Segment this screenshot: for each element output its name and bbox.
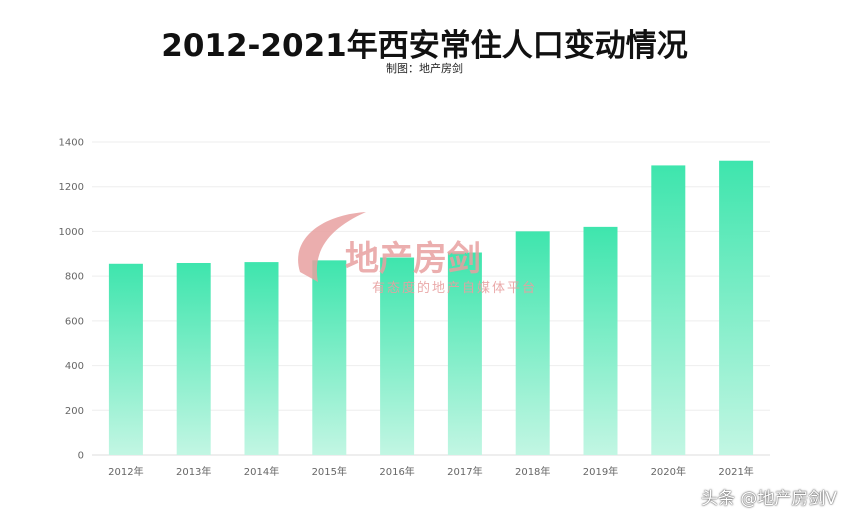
x-tick-label: 2012年 xyxy=(108,465,143,478)
y-tick-label: 600 xyxy=(65,316,84,327)
y-tick-label: 1200 xyxy=(59,182,84,193)
x-axis-ticks: 2012年 2013年 2014年 2015年 2016年 2017年 2018年 2019年… xyxy=(108,465,754,478)
y-tick-label: 400 xyxy=(65,361,84,372)
bars xyxy=(108,160,754,455)
x-tick-label: 2017年 xyxy=(447,465,482,478)
bar xyxy=(244,262,279,455)
bar xyxy=(719,160,754,455)
y-tick-label: 0 xyxy=(78,451,84,462)
x-tick-label: 2020年 xyxy=(651,465,686,478)
bar xyxy=(651,165,686,455)
x-tick-label: 2019年 xyxy=(583,465,618,478)
bar xyxy=(312,260,347,455)
y-tick-label: 1400 xyxy=(59,138,84,149)
bar xyxy=(176,262,211,455)
x-tick-label: 2018年 xyxy=(515,465,550,478)
chart-subtitle: 制图：地产房剑 xyxy=(386,62,463,75)
bar xyxy=(108,263,143,455)
credit-label: 头条 @地产房剑V xyxy=(700,489,837,509)
x-tick-label: 2021年 xyxy=(718,465,753,478)
y-tick-label: 1000 xyxy=(59,227,84,238)
x-tick-label: 2013年 xyxy=(176,465,211,478)
watermark-sub-text: 有态度的地产自媒体平台 xyxy=(372,280,537,296)
bar xyxy=(380,257,415,455)
watermark: 地产房剑 有态度的地产自媒体平台 xyxy=(298,212,537,296)
watermark-swoosh-icon xyxy=(298,212,366,282)
bar xyxy=(515,231,550,455)
x-tick-label: 2016年 xyxy=(379,465,414,478)
chart-title: 2012-2021年西安常住人口变动情况 xyxy=(161,28,688,64)
y-axis-ticks: 0 200 400 600 800 1000 1200 1400 xyxy=(59,138,84,462)
y-tick-label: 200 xyxy=(65,406,84,417)
x-tick-label: 2014年 xyxy=(244,465,279,478)
watermark-main-text: 地产房剑 xyxy=(345,239,481,279)
bar xyxy=(583,226,618,455)
bar xyxy=(447,252,482,455)
x-tick-label: 2015年 xyxy=(312,465,347,478)
y-tick-label: 800 xyxy=(65,272,84,283)
